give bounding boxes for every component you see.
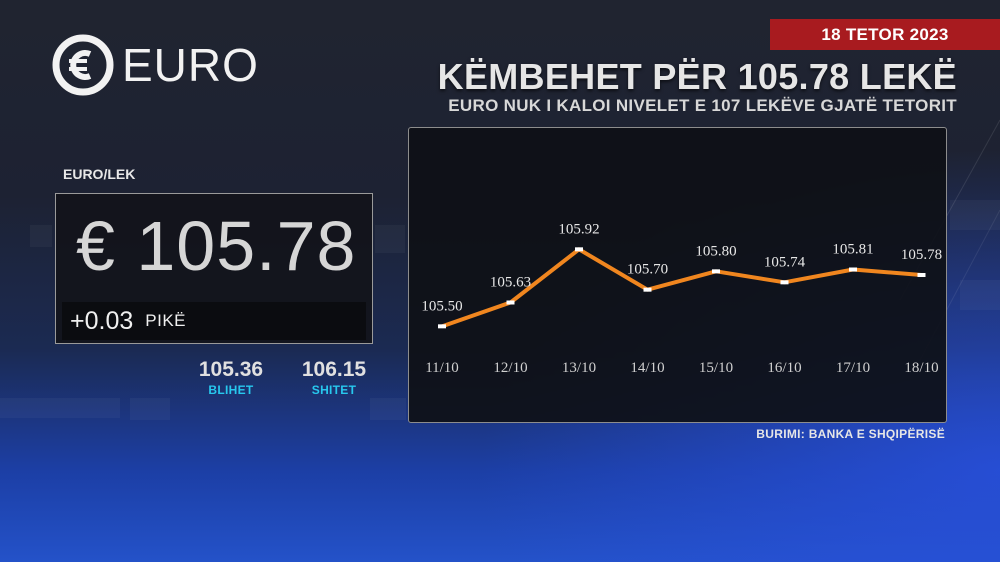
subheadline: EURO NUK I KALOI NIVELET E 107 LEKËVE GJ… — [448, 96, 957, 115]
date-badge: 18 TETOR 2023 — [770, 19, 1000, 50]
chart-panel: 105.50 11/10 105.63 12/10 105.92 13/10 105.70 1… — [408, 127, 947, 423]
sell-block: 106.15 SHITET — [297, 358, 371, 397]
data-label: 105.70 — [627, 262, 668, 278]
x-tick-label: 17/10 — [836, 360, 870, 376]
data-label: 105.78 — [901, 247, 942, 263]
series-line — [441, 247, 922, 329]
headline: KËMBEHET PËR 105.78 LEKË — [437, 56, 957, 97]
sell-value: 106.15 — [301, 358, 367, 381]
x-tick-label: 18/10 — [904, 360, 938, 376]
rate-value: € 105.78 — [76, 207, 357, 285]
x-tick-label: 13/10 — [562, 360, 596, 376]
buy-value: 105.36 — [198, 358, 264, 381]
x-tick-label: 16/10 — [767, 360, 801, 376]
line-chart: 105.50 11/10 105.63 12/10 105.92 13/10 105.70 1… — [421, 221, 942, 376]
buy-block: 105.36 BLIHET — [196, 358, 266, 397]
change-strip: +0.03 PIKË — [62, 302, 366, 340]
pair-label: EURO/LEK — [63, 166, 136, 182]
data-label: 105.81 — [832, 242, 873, 258]
data-label: 105.50 — [421, 298, 462, 314]
change-unit: PIKË — [145, 311, 187, 330]
euro-icon — [52, 34, 114, 96]
change-value: +0.03 — [70, 306, 134, 335]
data-label: 105.80 — [695, 243, 736, 259]
data-label: 105.74 — [764, 254, 806, 270]
x-tick-label: 15/10 — [699, 360, 733, 376]
logo: EURO — [52, 34, 259, 96]
buy-label: BLIHET — [208, 383, 254, 397]
logo-text: EURO — [122, 39, 259, 91]
x-tick-label: 11/10 — [425, 360, 459, 376]
x-tick-label: 14/10 — [630, 360, 664, 376]
rate-panel: € 105.78 +0.03 PIKË — [55, 193, 373, 344]
sell-label: SHITET — [311, 383, 357, 397]
x-tick-label: 12/10 — [493, 360, 527, 376]
source-note: BURIMI: BANKA E SHQIPËRISË — [756, 427, 945, 441]
data-label: 105.63 — [490, 275, 531, 291]
data-label: 105.92 — [558, 221, 599, 237]
